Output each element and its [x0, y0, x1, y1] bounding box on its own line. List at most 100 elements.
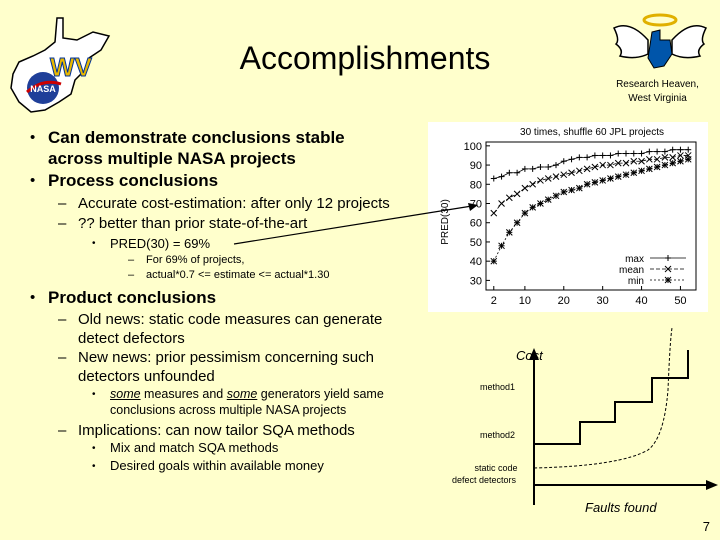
- bullet-text: detectors unfounded: [78, 368, 215, 385]
- data-point: [544, 196, 552, 204]
- cost-faults-diagram: Cost Faults found method1 method2 static…: [452, 327, 718, 515]
- pointer-arrow: [233, 203, 478, 245]
- sub-bullet-actual-range: actual*0.7 <= estimate <= actual*1.30: [146, 269, 330, 281]
- research-heaven-logo: [612, 13, 708, 69]
- data-point: [552, 173, 560, 180]
- y-axis-arrow-icon: [529, 348, 539, 360]
- data-point: [529, 180, 537, 188]
- data-point: [664, 265, 672, 273]
- label-defect-detectors: defect detectors: [452, 475, 517, 485]
- legend-label: min: [628, 276, 644, 287]
- data-point: [614, 159, 622, 167]
- data-point: [684, 155, 692, 163]
- y-tick-label: 40: [470, 256, 482, 268]
- emphasis-some: some: [110, 387, 141, 401]
- wv-logo-mark: WV: [50, 52, 93, 82]
- data-point: [583, 180, 591, 188]
- page-title: Accomplishments: [239, 40, 491, 76]
- data-point: [498, 242, 505, 250]
- data-point: [568, 186, 575, 194]
- chart-background: [428, 122, 708, 312]
- data-point: [669, 159, 677, 167]
- data-point: [490, 257, 498, 265]
- data-point: [677, 152, 684, 159]
- data-point: [552, 192, 560, 200]
- x-tick-label: 30: [597, 295, 609, 307]
- sub-bullet-desired-goals: Desired goals within available money: [110, 458, 324, 473]
- y-tick-label: 60: [470, 218, 482, 230]
- data-point: [529, 203, 537, 211]
- data-point: [630, 157, 638, 165]
- bullet-text: generators yield same: [257, 387, 384, 401]
- data-point: [575, 184, 583, 192]
- bullet-dot: •: [30, 129, 36, 146]
- bullet-dash: –: [58, 349, 67, 366]
- chart-title: 30 times, shuffle 60 JPL projects: [520, 127, 664, 138]
- y-tick-label: 30: [470, 275, 482, 287]
- chart-ylabel: PRED(30): [440, 199, 451, 245]
- data-point: [664, 276, 672, 284]
- left-wing-icon: [612, 25, 649, 59]
- data-point: [537, 177, 544, 184]
- bullet-dash: –: [58, 311, 67, 328]
- x-axis-arrow-icon: [706, 480, 718, 490]
- bullet-dot: •: [92, 461, 96, 472]
- nasa-wv-logo: NASA WV: [10, 17, 111, 113]
- bullet-dot: •: [92, 238, 96, 249]
- data-point: [614, 173, 622, 180]
- nasa-logo-text: NASA: [30, 84, 56, 94]
- sub-bullet-cost-estimation: Accurate cost-estimation: after only 12 …: [78, 195, 390, 212]
- data-point: [583, 165, 591, 173]
- data-point: [505, 228, 513, 236]
- y-tick-label: 90: [470, 160, 482, 172]
- diagram-xlabel: Faults found: [585, 500, 657, 515]
- bullet-dash: –: [128, 254, 135, 266]
- data-point: [513, 219, 521, 227]
- data-point: [638, 167, 645, 175]
- right-wing-icon: [671, 25, 708, 59]
- sub-bullet-for-69: For 69% of projects,: [146, 254, 245, 266]
- data-point: [575, 167, 583, 175]
- data-point: [560, 171, 568, 179]
- sub-bullet-old-news: Old news: static code measures can gener…: [78, 310, 382, 348]
- data-point: [568, 169, 575, 177]
- legend-label: max: [625, 254, 644, 265]
- data-point: [599, 161, 607, 169]
- sub-bullet-some-measures: some measures and some generators yield …: [110, 386, 384, 418]
- bullet-text: measures and: [140, 387, 227, 401]
- data-point: [645, 165, 653, 173]
- pred30-chart: 30 times, shuffle 60 JPL projects PRED(3…: [428, 122, 708, 312]
- data-point: [591, 163, 599, 171]
- data-point: [653, 155, 661, 163]
- sub-bullet-pred30: PRED(30) = 69%: [110, 236, 211, 251]
- bullet-stable-conclusions: Can demonstrate conclusions stable acros…: [48, 127, 345, 169]
- bullet-text: Can demonstrate conclusions stable: [48, 128, 345, 147]
- diagram-ylabel: Cost: [516, 348, 544, 363]
- static-detector-curve: [533, 327, 673, 469]
- data-point: [622, 171, 630, 179]
- data-point: [677, 157, 684, 165]
- x-tick-label: 40: [635, 295, 647, 307]
- data-point: [607, 161, 614, 169]
- bullet-dash: –: [58, 215, 67, 232]
- bullet-dot: •: [30, 172, 36, 189]
- data-point: [521, 209, 529, 217]
- data-point: [513, 190, 521, 198]
- label-method1: method1: [480, 382, 515, 392]
- data-point: [622, 159, 630, 167]
- affiliation-line-2: West Virginia: [628, 93, 687, 104]
- data-point: [498, 200, 505, 207]
- data-point: [599, 177, 607, 184]
- bullet-process-conclusions: Process conclusions: [48, 171, 219, 190]
- data-point: [544, 175, 552, 182]
- bullet-dot: •: [30, 289, 36, 306]
- data-point: [521, 184, 529, 192]
- data-point: [638, 157, 645, 165]
- bullet-text: New news: prior pessimism concerning suc…: [78, 349, 374, 366]
- label-static-code: static code: [474, 463, 517, 473]
- x-tick-label: 10: [519, 295, 531, 307]
- data-point: [661, 154, 669, 161]
- series-line-mean: [493, 155, 689, 214]
- legend-label: mean: [619, 265, 644, 276]
- affiliation-line-1: Research Heaven,: [616, 79, 699, 90]
